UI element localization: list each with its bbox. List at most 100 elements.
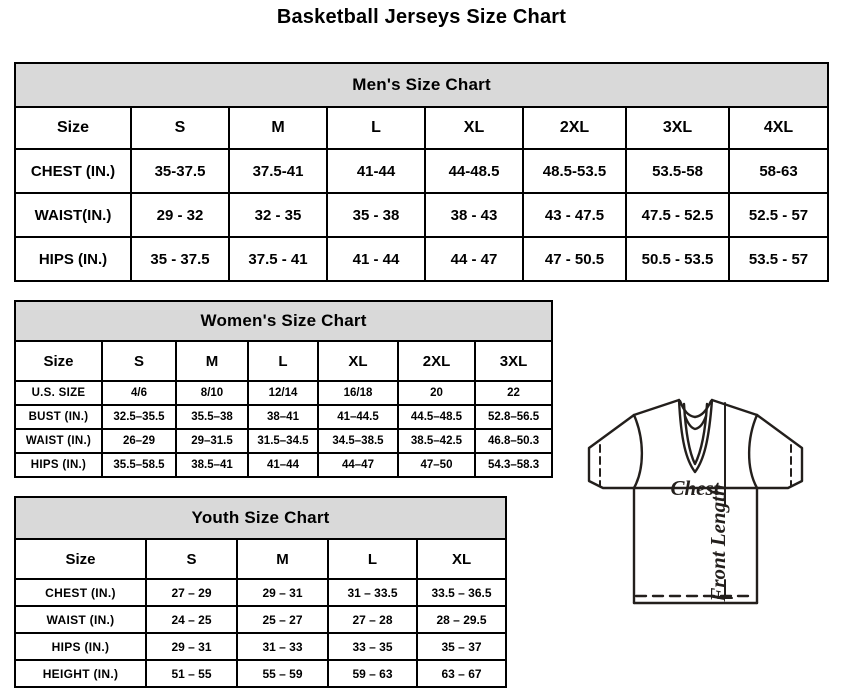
youth-header-cell: S — [145, 538, 238, 580]
table-cell: 44–47 — [317, 452, 399, 478]
table-cell: 41–44.5 — [317, 404, 399, 430]
mens-header-cell: L — [326, 106, 426, 150]
womens-size-chart-table: Women's Size Chart Size S M L XL 2XL 3XL… — [13, 300, 554, 478]
table-cell: 63 – 67 — [415, 659, 508, 688]
table-cell: 41-44 — [326, 148, 426, 194]
table-cell: 38.5–41 — [175, 452, 249, 478]
row-label: HIPS (IN.) — [14, 236, 132, 282]
right-shoulder-line — [710, 398, 759, 417]
table-cell: 38 - 43 — [424, 192, 524, 238]
chest-label: Chest — [670, 476, 720, 500]
table-cell: 46.8–50.3 — [473, 428, 554, 454]
youth-header-cell: M — [236, 538, 329, 580]
neck-inner-v — [682, 402, 709, 466]
table-cell: 35 – 37 — [415, 632, 508, 661]
front-length-label: Front Length — [706, 484, 730, 602]
row-label: HIPS (IN.) — [14, 452, 103, 478]
table-row: HIPS (IN.) 35 - 37.5 37.5 - 41 41 - 44 4… — [14, 236, 830, 282]
womens-header-cell: Size — [14, 340, 103, 382]
table-cell: 51 – 55 — [145, 659, 238, 688]
table-cell: 43 - 47.5 — [522, 192, 627, 238]
table-cell: 35.5–38 — [175, 404, 249, 430]
youth-size-chart-table: Youth Size Chart Size S M L XL CHEST (IN… — [13, 496, 508, 688]
table-cell: 20 — [397, 380, 476, 406]
mens-header-cell: 3XL — [625, 106, 730, 150]
youth-header-row: Size S M L XL — [14, 538, 508, 580]
table-cell: 37.5 - 41 — [228, 236, 328, 282]
table-cell: 32.5–35.5 — [101, 404, 177, 430]
table-cell: 44-48.5 — [424, 148, 524, 194]
left-shoulder-line — [632, 398, 681, 417]
right-armhole-seam — [747, 413, 759, 490]
womens-header-cell: XL — [317, 340, 399, 382]
row-label: WAIST (IN.) — [14, 605, 147, 634]
table-cell: 35 - 37.5 — [130, 236, 230, 282]
table-row: HIPS (IN.) 29 – 31 31 – 33 33 – 35 35 – … — [14, 632, 508, 661]
table-cell: 33.5 – 36.5 — [415, 578, 508, 607]
table-cell: 34.5–38.5 — [317, 428, 399, 454]
youth-header-cell: L — [327, 538, 418, 580]
table-cell: 27 – 28 — [327, 605, 418, 634]
womens-header-cell: L — [247, 340, 319, 382]
table-cell: 24 – 25 — [145, 605, 238, 634]
mens-header-cell: 4XL — [727, 106, 830, 150]
row-label: WAIST (IN.) — [14, 428, 103, 454]
row-label: U.S. SIZE — [14, 380, 103, 406]
row-label: CHEST (IN.) — [14, 148, 132, 194]
table-cell: 59 – 63 — [327, 659, 418, 688]
table-cell: 12/14 — [247, 380, 319, 406]
table-row: HIPS (IN.) 35.5–58.5 38.5–41 41–44 44–47… — [14, 452, 554, 478]
youth-header-cell: Size — [14, 538, 147, 580]
mens-caption: Men's Size Chart — [13, 62, 830, 108]
jersey-measurement-diagram: Chest Front Length — [548, 348, 843, 648]
table-cell: 38.5–42.5 — [397, 428, 476, 454]
table-cell: 29 – 31 — [145, 632, 238, 661]
neck-band-upper — [678, 399, 713, 419]
youth-caption-row: Youth Size Chart — [13, 496, 508, 540]
table-cell: 28 – 29.5 — [415, 605, 508, 634]
row-label: WAIST(IN.) — [14, 192, 132, 238]
womens-caption: Women's Size Chart — [13, 300, 554, 342]
table-cell: 47–50 — [397, 452, 476, 478]
mens-header-cell: S — [130, 106, 230, 150]
table-cell: 31 – 33 — [236, 632, 329, 661]
table-row: WAIST (IN.) 24 – 25 25 – 27 27 – 28 28 –… — [14, 605, 508, 634]
table-cell: 41 - 44 — [326, 236, 426, 282]
womens-header-cell: M — [175, 340, 249, 382]
table-row: WAIST (IN.) 26–29 29–31.5 31.5–34.5 34.5… — [14, 428, 554, 454]
youth-caption: Youth Size Chart — [13, 496, 508, 540]
table-row: CHEST (IN.) 27 – 29 29 – 31 31 – 33.5 33… — [14, 578, 508, 607]
table-cell: 48.5-53.5 — [522, 148, 627, 194]
womens-header-row: Size S M L XL 2XL 3XL — [14, 340, 554, 382]
table-cell: 41–44 — [247, 452, 319, 478]
mens-caption-row: Men's Size Chart — [13, 62, 830, 108]
table-cell: 35.5–58.5 — [101, 452, 177, 478]
table-cell: 47 - 50.5 — [522, 236, 627, 282]
table-cell: 25 – 27 — [236, 605, 329, 634]
table-cell: 52.8–56.5 — [473, 404, 554, 430]
table-cell: 16/18 — [317, 380, 399, 406]
womens-header-cell: 3XL — [473, 340, 554, 382]
mens-header-cell: M — [228, 106, 328, 150]
table-cell: 54.3–58.3 — [473, 452, 554, 478]
table-cell: 31.5–34.5 — [247, 428, 319, 454]
row-label: BUST (IN.) — [14, 404, 103, 430]
mens-size-chart-table: Men's Size Chart Size S M L XL 2XL 3XL 4… — [13, 62, 830, 282]
page-title: Basketball Jerseys Size Chart — [276, 6, 567, 28]
table-cell: 32 - 35 — [228, 192, 328, 238]
table-cell: 35-37.5 — [130, 148, 230, 194]
mens-header-row: Size S M L XL 2XL 3XL 4XL — [14, 106, 830, 150]
table-cell: 26–29 — [101, 428, 177, 454]
table-cell: 27 – 29 — [145, 578, 238, 607]
mens-header-cell: Size — [14, 106, 132, 150]
table-cell: 52.5 - 57 — [727, 192, 830, 238]
table-cell: 53.5 - 57 — [727, 236, 830, 282]
mens-header-cell: XL — [424, 106, 524, 150]
table-cell: 33 – 35 — [327, 632, 418, 661]
table-row: HEIGHT (IN.) 51 – 55 55 – 59 59 – 63 63 … — [14, 659, 508, 688]
table-cell: 22 — [473, 380, 554, 406]
table-cell: 55 – 59 — [236, 659, 329, 688]
table-cell: 38–41 — [247, 404, 319, 430]
womens-header-cell: S — [101, 340, 177, 382]
jersey-svg: Chest Front Length — [587, 398, 804, 605]
